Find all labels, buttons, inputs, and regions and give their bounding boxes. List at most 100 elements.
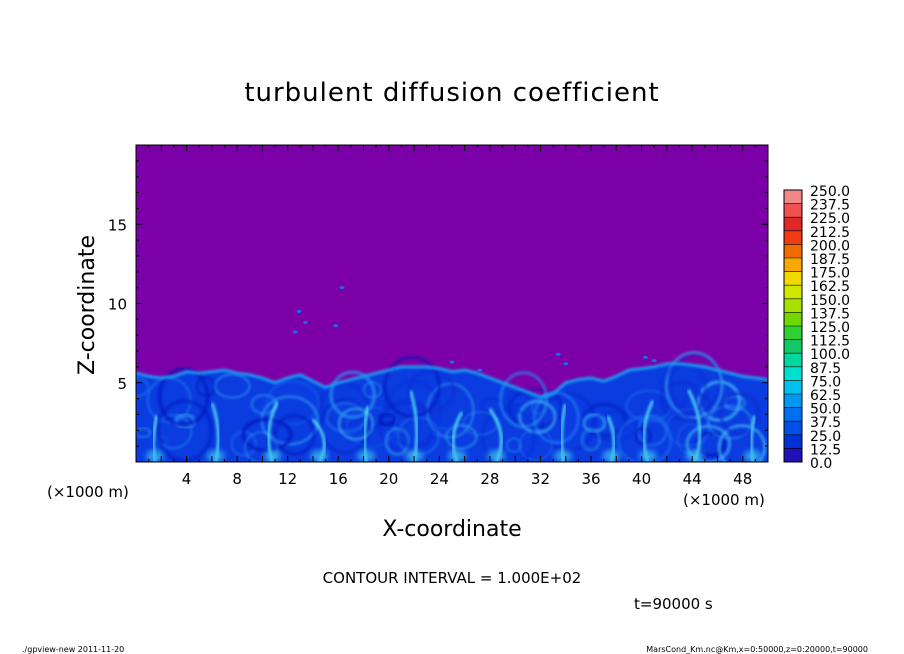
- colorbar-label: 212.5: [810, 225, 850, 241]
- colorbar-swatch: [784, 271, 802, 286]
- plume-base: [487, 450, 506, 462]
- colorbar-label: 125.0: [810, 320, 850, 336]
- eddy-swirl: [518, 399, 557, 434]
- colorbar-swatch: [784, 448, 802, 463]
- colorbar-swatch: [784, 298, 802, 313]
- eddy-swirl: [329, 370, 376, 419]
- eddy-swirl: [616, 415, 673, 462]
- x-tick-label: 44: [683, 470, 702, 488]
- x-tick-label: 28: [480, 470, 499, 488]
- plot-area: [136, 145, 768, 462]
- plume-base: [743, 450, 762, 462]
- colorbar-label: 75.0: [810, 374, 841, 390]
- eddy-swirl: [136, 377, 150, 398]
- eddy-swirl: [383, 356, 441, 418]
- eddy-swirl: [625, 389, 673, 422]
- colorbar-label: 225.0: [810, 211, 850, 227]
- isolated-feature: [339, 286, 345, 290]
- colorbar-swatch: [784, 230, 802, 245]
- colorbar-label: 37.5: [810, 415, 841, 431]
- plume-base: [448, 450, 467, 462]
- colorbar-swatch: [784, 366, 802, 381]
- colorbar-swatch: [784, 394, 802, 408]
- eddy-swirl: [660, 381, 703, 420]
- colorbar-label: 0.0: [810, 456, 832, 472]
- colorbar-swatch: [784, 312, 802, 327]
- x-tick-label: 16: [329, 470, 348, 488]
- colorbar-label: 250.0: [810, 184, 850, 200]
- isolated-feature: [563, 362, 569, 366]
- x-tick-label: 20: [379, 470, 398, 488]
- colorbar-label: 162.5: [810, 279, 850, 295]
- eddy-swirl: [748, 432, 768, 458]
- eddy-swirl: [136, 426, 152, 439]
- eddy-swirl: [337, 407, 375, 441]
- colorbar-label: 150.0: [810, 293, 850, 309]
- x-axis-ticks: 4 8 12 16 20 24 28 32 36 40 44 48: [135, 145, 769, 488]
- colorbar-swatch: [784, 217, 802, 232]
- eddy-swirl: [664, 351, 724, 420]
- footer-left: ./gpview-new 2011-11-20: [22, 645, 124, 654]
- colorbar-swatch: [784, 407, 802, 422]
- colorbar-label: 12.5: [810, 442, 841, 458]
- plume-base: [685, 450, 704, 462]
- eddy-swirl: [244, 431, 279, 462]
- boundary-layer-edge: [136, 362, 768, 399]
- eddy-swirl: [580, 427, 602, 452]
- eddy-swirl: [273, 414, 316, 456]
- plume-base: [638, 450, 657, 462]
- colorbar-swatch: [784, 244, 802, 259]
- isolated-feature: [642, 355, 648, 359]
- colorbar-label: 112.5: [810, 334, 850, 350]
- x-tick-label: 12: [278, 470, 297, 488]
- footer-right: MarsCond_Km.nc@Km,x=0:50000,z=0:20000,t=…: [646, 645, 868, 654]
- eddy-swirl: [241, 417, 293, 453]
- eddy-swirl: [507, 391, 530, 407]
- colorbar-label: 62.5: [810, 388, 841, 404]
- y-axis-ticks: 5 10 15: [108, 144, 768, 463]
- eddy-swirl: [499, 371, 549, 429]
- colorbar-swatch: [784, 339, 802, 354]
- x-tick-label: 4: [182, 470, 192, 488]
- colorbar-label: 50.0: [810, 402, 841, 418]
- colorbar-label: 200.0: [810, 238, 850, 254]
- plume-base: [263, 450, 282, 462]
- isolated-feature: [302, 321, 308, 324]
- isolated-feature: [477, 368, 483, 372]
- isolated-feature: [296, 309, 302, 313]
- colorbar-label: 100.0: [810, 347, 850, 363]
- eddy-swirl: [719, 391, 760, 436]
- eddy-swirl: [320, 382, 369, 427]
- eddy-swirl: [157, 367, 210, 427]
- eddy-swirl: [717, 424, 767, 462]
- y-tick-label: 10: [108, 296, 127, 314]
- colorbar-swatch: [784, 434, 802, 449]
- eddy-swirl: [156, 399, 213, 462]
- time-label: t=90000 s: [634, 595, 713, 613]
- eddy-swirl: [505, 437, 522, 453]
- colorbar-label: 175.0: [810, 266, 850, 282]
- colorbar-swatch: [784, 190, 802, 204]
- colorbar-label: 237.5: [810, 198, 850, 214]
- eddy-swirl: [481, 408, 535, 462]
- eddy-swirl: [214, 373, 251, 399]
- plume-base: [554, 450, 573, 462]
- boundary-layer-region: [136, 363, 768, 462]
- x-tick-label: 40: [632, 470, 651, 488]
- x-unit-label-left: (×1000 m): [47, 483, 129, 501]
- colorbar-swatch: [784, 421, 802, 436]
- contour-interval-note: CONTOUR INTERVAL = 1.000E+02: [323, 569, 582, 587]
- x-tick-label: 24: [430, 470, 449, 488]
- plume-base: [206, 450, 225, 462]
- eddy-swirl: [320, 398, 370, 454]
- isolated-feature: [449, 360, 455, 364]
- x-tick-label: 8: [232, 470, 242, 488]
- plume-base: [357, 450, 375, 462]
- eddy-swirl: [432, 427, 448, 438]
- colorbar-swatch: [784, 353, 802, 368]
- colorbar-swatch: [784, 258, 802, 272]
- x-tick-label: 48: [733, 470, 752, 488]
- eddy-swirl: [408, 369, 456, 413]
- colorbar-label: 137.5: [810, 306, 850, 322]
